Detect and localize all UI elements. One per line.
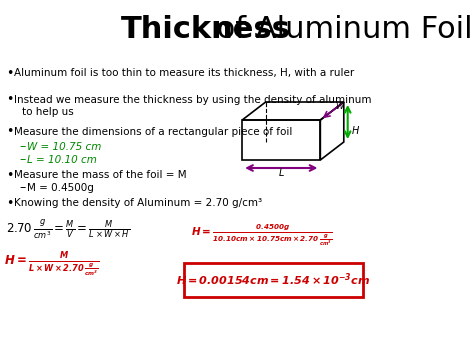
Text: –: – xyxy=(19,141,26,153)
Text: –: – xyxy=(19,181,26,195)
Text: $2.70\,\frac{g}{cm^3} = \frac{M}{V} = \frac{M}{L \times W \times H}$: $2.70\,\frac{g}{cm^3} = \frac{M}{V} = \f… xyxy=(6,219,130,241)
Text: $\bfit{H} = \frac{0.4500g}{10.10cm \times 10.75cm \times 2.70\,\frac{g}{cm^3}}$: $\bfit{H} = \frac{0.4500g}{10.10cm \time… xyxy=(191,222,333,248)
Text: L: L xyxy=(279,168,284,178)
Text: L = 10.10 cm: L = 10.10 cm xyxy=(27,155,97,165)
Text: M = 0.4500g: M = 0.4500g xyxy=(27,183,94,193)
Text: W = 10.75 cm: W = 10.75 cm xyxy=(27,142,102,152)
Text: Measure the dimensions of a rectangular piece of foil: Measure the dimensions of a rectangular … xyxy=(14,127,292,137)
Text: Thickness: Thickness xyxy=(121,16,291,44)
Text: $\bfit{H} = \frac{M}{L \times W \times 2.70\,\frac{g}{cm^3}}$: $\bfit{H} = \frac{M}{L \times W \times 2… xyxy=(4,251,100,279)
Text: •: • xyxy=(6,66,14,80)
Text: Knowing the density of Aluminum = 2.70 g/cm³: Knowing the density of Aluminum = 2.70 g… xyxy=(14,198,262,208)
Text: •: • xyxy=(6,197,14,209)
Text: $\bfit{H} = 0.00154cm = 1.54 \times 10^{-3}cm$: $\bfit{H} = 0.00154cm = 1.54 \times 10^{… xyxy=(176,272,371,288)
Text: to help us: to help us xyxy=(22,107,73,117)
Text: Measure the mass of the foil = M: Measure the mass of the foil = M xyxy=(14,170,187,180)
Text: Instead we measure the thickness by using the density of aluminum: Instead we measure the thickness by usin… xyxy=(14,95,372,105)
Text: –: – xyxy=(19,153,26,166)
FancyBboxPatch shape xyxy=(184,263,363,297)
Text: •: • xyxy=(6,169,14,181)
Text: Aluminum foil is too thin to measure its thickness, H, with a ruler: Aluminum foil is too thin to measure its… xyxy=(14,68,354,78)
Text: •: • xyxy=(6,126,14,138)
Text: •: • xyxy=(6,93,14,106)
Text: W: W xyxy=(335,102,344,111)
Text: H: H xyxy=(352,126,359,136)
Text: of Aluminum Foil: of Aluminum Foil xyxy=(207,16,473,44)
